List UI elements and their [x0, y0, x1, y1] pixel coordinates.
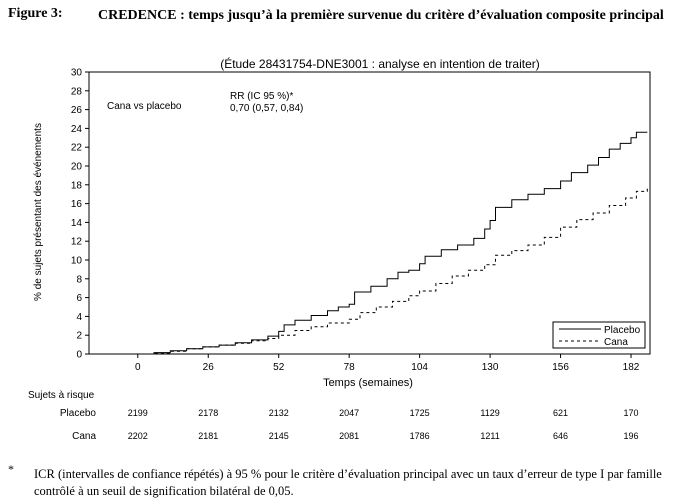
risk-cell: 2081 — [339, 431, 359, 441]
series-line-placebo — [137, 131, 648, 355]
series-line-cana — [137, 188, 648, 355]
legend-label-cana: Cana — [604, 337, 628, 348]
y-tick-label: 0 — [76, 350, 82, 361]
risk-cell: 2047 — [339, 408, 359, 418]
x-tick-label: 156 — [552, 362, 569, 373]
risk-cell: 196 — [624, 431, 639, 441]
chart-subtitle: (Étude 28431754-DNE3001 : analyse en int… — [220, 56, 540, 71]
risk-cell: 1725 — [410, 408, 430, 418]
legend-label-placebo: Placebo — [604, 325, 641, 336]
y-tick-label: 20 — [71, 162, 83, 173]
x-tick-label: 182 — [623, 362, 640, 373]
risk-cell: 2132 — [269, 408, 289, 418]
footnote-marker: * — [8, 462, 14, 476]
y-axis-label: % de sujets présentant des événements — [33, 123, 44, 301]
y-tick-label: 30 — [71, 68, 83, 79]
y-tick-label: 26 — [71, 105, 83, 116]
series-layer — [137, 131, 648, 355]
x-tick-label: 78 — [344, 362, 356, 373]
risk-cell: 2145 — [269, 431, 289, 441]
risk-cell: 170 — [624, 408, 639, 418]
y-tick-label: 16 — [71, 199, 83, 210]
risk-cell: 2181 — [198, 431, 218, 441]
figure-title: CREDENCE : temps jusqu’à la première sur… — [98, 8, 664, 23]
y-tick-label: 6 — [76, 293, 82, 304]
x-tick-label: 52 — [273, 362, 285, 373]
hr-value: 0,70 (0,57, 0,84) — [230, 103, 303, 114]
y-tick-label: 28 — [71, 86, 83, 97]
risk-cell: 646 — [553, 431, 568, 441]
x-tick-label: 26 — [203, 362, 215, 373]
y-tick-label: 18 — [71, 180, 83, 191]
x-axis: 0 26 52 78 104 130 156 182 — [135, 354, 640, 373]
x-tick-label: 130 — [482, 362, 499, 373]
risk-cell: 2202 — [128, 431, 148, 441]
legend: Placebo Cana — [552, 321, 646, 349]
y-tick-label: 8 — [76, 274, 82, 285]
risk-cell: 2199 — [128, 408, 148, 418]
y-tick-label: 24 — [71, 124, 83, 135]
risk-cell: 621 — [553, 408, 568, 418]
risk-row-label: Cana — [72, 431, 96, 442]
risk-cell: 2178 — [198, 408, 218, 418]
hr-label: RR (IC 95 %)* — [230, 91, 293, 102]
km-chart: (Étude 28431754-DNE3001 : analyse en int… — [28, 56, 651, 442]
risk-row-label: Placebo — [60, 408, 97, 419]
comparison-annotation: Cana vs placebo — [107, 101, 182, 112]
x-tick-label: 104 — [411, 362, 428, 373]
x-axis-label: Temps (semaines) — [323, 377, 413, 389]
risk-cell: 1211 — [480, 431, 499, 441]
risk-table-header: Sujets à risque — [28, 390, 95, 401]
risk-cell: 1129 — [480, 408, 499, 418]
footnote-text: ICR (intervalles de confiance répétés) à… — [34, 467, 662, 498]
y-tick-label: 10 — [71, 256, 83, 267]
y-tick-label: 14 — [71, 218, 83, 229]
risk-cell: 1786 — [410, 431, 430, 441]
legend-box — [552, 321, 646, 349]
risk-table: Placebo 2199 2178 2132 2047 1725 1129 621 170 Can… — [60, 408, 639, 442]
y-tick-label: 4 — [76, 312, 82, 323]
figure-label: Figure 3: — [8, 6, 63, 21]
y-tick-label: 22 — [71, 143, 83, 154]
y-tick-label: 12 — [71, 237, 83, 248]
y-tick-label: 2 — [76, 331, 82, 342]
x-tick-label: 0 — [135, 362, 141, 373]
plot-frame — [88, 71, 651, 355]
